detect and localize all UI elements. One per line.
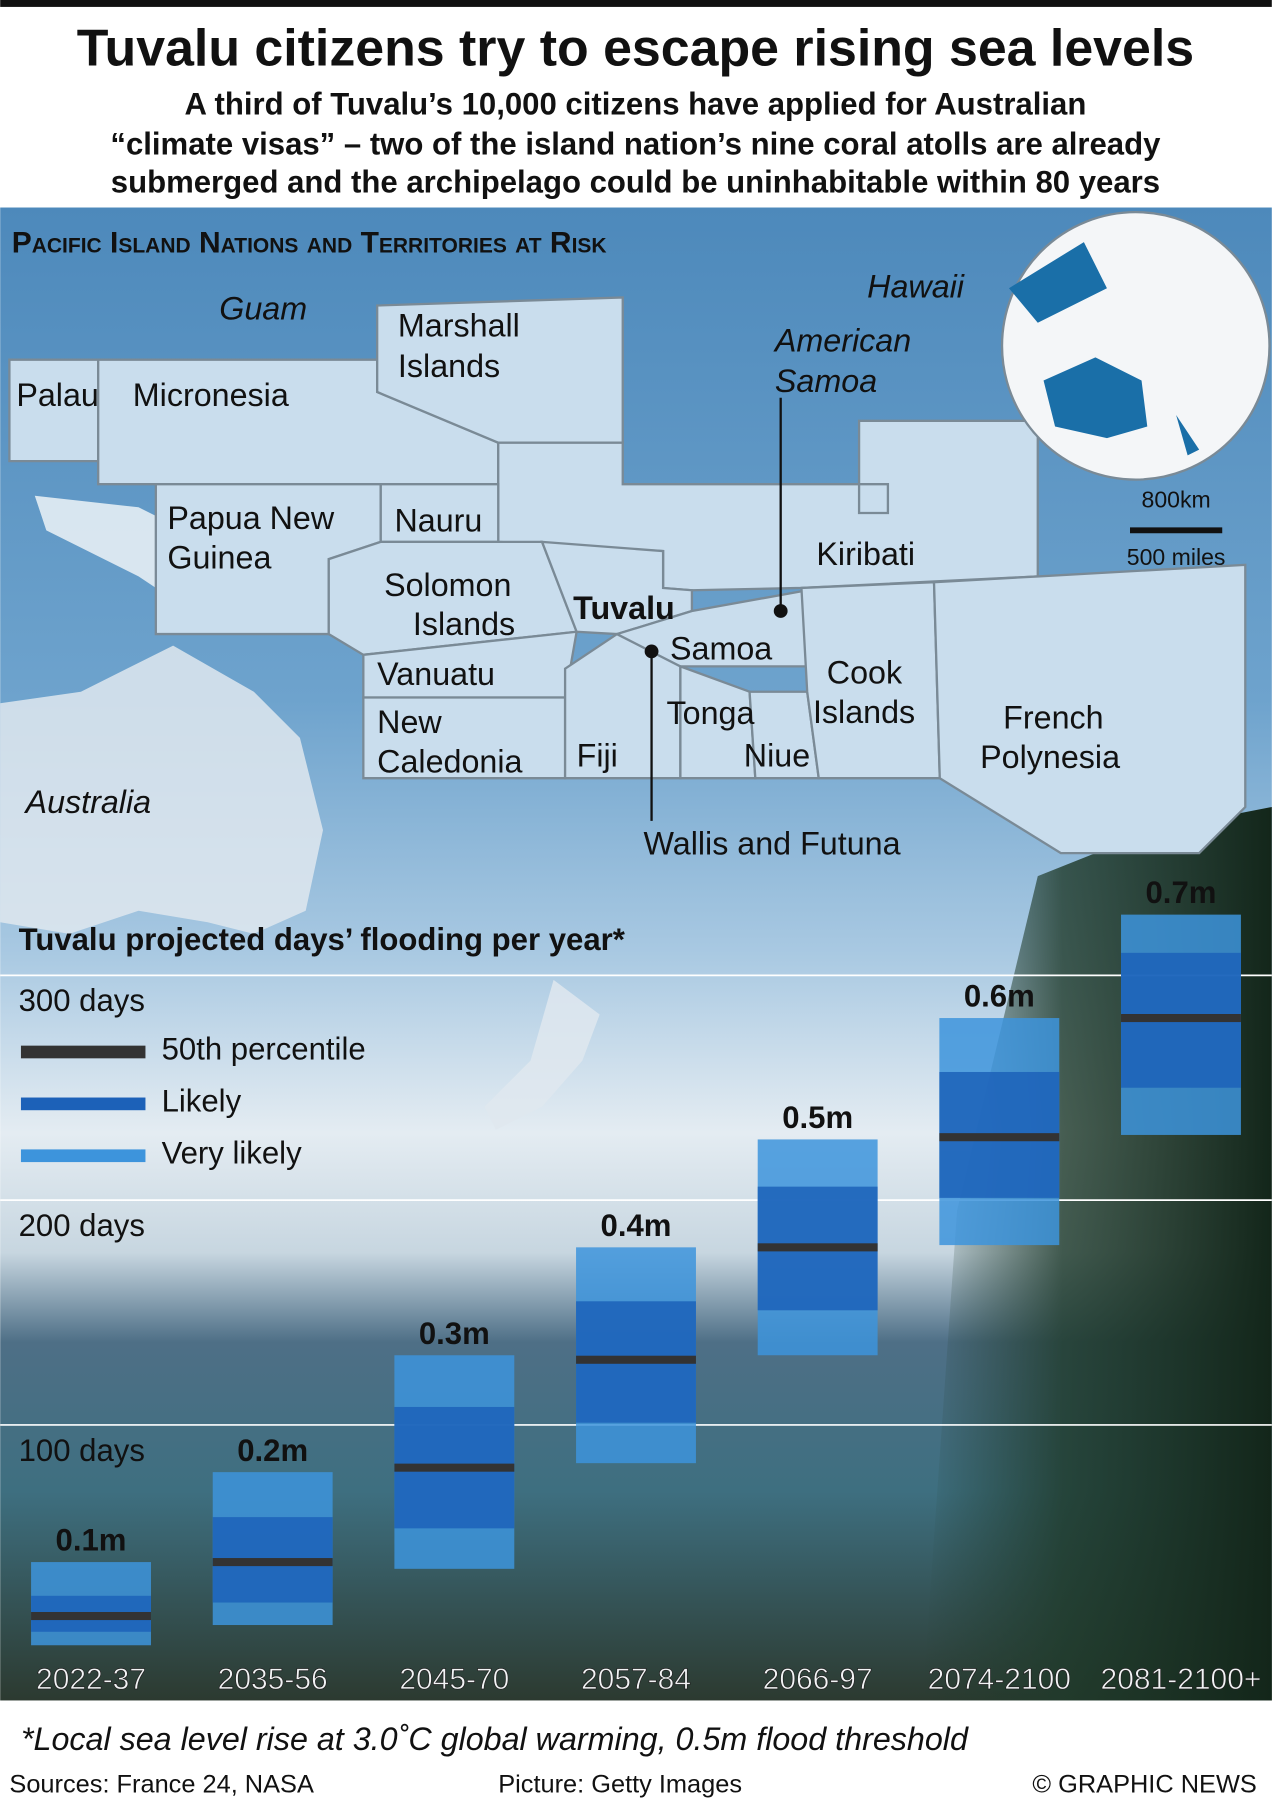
map-label: Niue	[744, 738, 810, 774]
pointer-dot	[644, 644, 659, 659]
map-label: French	[1003, 700, 1103, 736]
subtitle: “climate visas” – two of the island nati…	[110, 127, 1161, 162]
map-label: Marshall	[398, 308, 520, 344]
y-tick-label: 200 days	[19, 1208, 145, 1243]
median-marker	[1121, 1014, 1241, 1023]
map-label: Islands	[413, 606, 515, 642]
title: Tuvalu citizens try to escape rising sea…	[77, 19, 1194, 77]
x-tick-label: 2074-2100	[928, 1663, 1071, 1696]
bar-label: 0.3m	[419, 1316, 490, 1351]
copyright: © GRAPHIC NEWS	[1032, 1771, 1256, 1799]
map-label: Caledonia	[377, 743, 522, 779]
pointer-dot	[773, 604, 788, 618]
tuvalu-zone	[540, 540, 694, 636]
map-label: Solomon	[384, 567, 511, 603]
footer-background	[0, 1700, 1272, 1810]
footnote: *Local sea level rise at 3.0˚C global wa…	[21, 1721, 969, 1757]
map-label: Kiribati	[816, 536, 915, 572]
map-label: Palau	[16, 377, 99, 413]
sources: Sources: France 24, NASA	[9, 1771, 314, 1799]
map-label: Papua New	[167, 500, 335, 536]
scale-label: 800km	[1142, 486, 1211, 512]
map-label: Fiji	[577, 738, 618, 774]
median-marker	[31, 1611, 151, 1621]
legend-swatch	[20, 1149, 146, 1163]
subtitle: submerged and the archipelago could be u…	[111, 165, 1160, 200]
legend-label: Very likely	[162, 1135, 302, 1170]
map-label: Islands	[813, 694, 915, 730]
y-tick-label: 300 days	[19, 983, 145, 1018]
map-label: Nauru	[394, 502, 482, 538]
french-polynesia-zone	[932, 563, 1247, 855]
bar-label: 0.1m	[56, 1523, 127, 1558]
bar-label: 0.5m	[782, 1100, 853, 1135]
map-label: New	[377, 704, 442, 740]
y-tick-label: 100 days	[19, 1433, 145, 1468]
map-label: Samoa	[775, 363, 877, 399]
map-label: Islands	[398, 348, 500, 384]
picture-credit: Picture: Getty Images	[498, 1771, 742, 1799]
map-label: Guam	[219, 290, 307, 326]
median-marker	[939, 1133, 1060, 1142]
globe-land	[1008, 242, 1200, 456]
median-marker	[394, 1463, 515, 1472]
globe	[1000, 210, 1271, 481]
map-label: Hawaii	[867, 268, 965, 304]
x-tick-label: 2045-70	[399, 1663, 509, 1696]
map-label: Guinea	[167, 539, 271, 575]
australia-land	[0, 645, 323, 934]
x-tick-label: 2081-2100+	[1101, 1663, 1262, 1696]
bar-label: 0.4m	[601, 1208, 672, 1243]
map-label: American	[773, 323, 911, 359]
median-marker	[576, 1355, 696, 1364]
legend-label: Likely	[162, 1084, 242, 1119]
legend-label: 50th percentile	[162, 1032, 366, 1067]
map-label: Vanuatu	[377, 656, 495, 692]
scale-label: 500 miles	[1127, 544, 1226, 570]
map-label: Samoa	[670, 630, 772, 666]
top-rule	[0, 0, 1272, 7]
x-tick-label: 2066-97	[763, 1663, 873, 1696]
legend-swatch	[20, 1045, 146, 1059]
new-zealand-land	[484, 979, 600, 1130]
bar-label: 0.7m	[1146, 875, 1217, 910]
map-label: Micronesia	[133, 377, 289, 413]
map-label: Tuvalu	[573, 590, 675, 626]
x-tick-label: 2022-37	[36, 1663, 146, 1696]
chart-title: Tuvalu projected days’ flooding per year…	[19, 922, 626, 957]
map-label: Cook	[827, 655, 903, 691]
median-marker	[757, 1243, 878, 1252]
map-title: Pacific Island Nations and Territories a…	[12, 226, 607, 259]
subtitle: A third of Tuvalu’s 10,000 citizens have…	[185, 86, 1087, 121]
x-tick-label: 2057-84	[581, 1663, 691, 1696]
map: Pacific Island Nations and Territories a…	[8, 210, 1271, 861]
x-tick-label: 2035-56	[218, 1663, 328, 1696]
map-label: Tonga	[667, 695, 755, 731]
bar-label: 0.6m	[964, 979, 1035, 1014]
median-marker	[212, 1558, 333, 1567]
map-label: Polynesia	[980, 739, 1120, 775]
cook-zone	[800, 580, 941, 780]
map-label: Australia	[24, 784, 152, 820]
bar-label: 0.2m	[237, 1433, 308, 1468]
map-label: Wallis and Futuna	[643, 825, 900, 861]
legend-swatch	[20, 1097, 146, 1111]
